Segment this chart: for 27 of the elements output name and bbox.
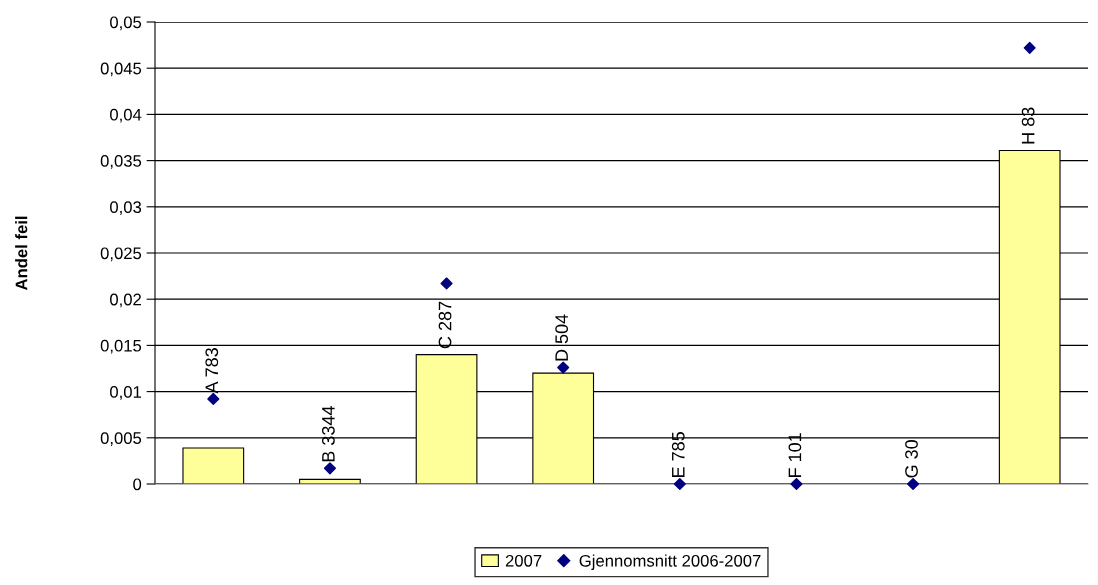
- point: [440, 277, 453, 290]
- legend-label: Gjennomsnitt 2006-2007: [579, 554, 761, 570]
- bar: [182, 447, 245, 484]
- point: [673, 477, 686, 491]
- y-tick-label: 0,01: [110, 386, 141, 400]
- y-tick-label: 0,02: [110, 293, 141, 308]
- x-tick-label: G 30: [905, 440, 918, 478]
- x-tick-label: B 3344: [322, 406, 335, 462]
- x-tick-label: F 101: [788, 433, 802, 477]
- legend-label: 2007: [505, 554, 542, 567]
- y-tick-label: 0,015: [100, 339, 142, 354]
- y-tick-label: 0,045: [100, 62, 142, 77]
- y-tick-label: 0,05: [110, 16, 142, 31]
- point: [1023, 41, 1036, 54]
- y-tick-label: 0,04: [110, 108, 142, 123]
- y-tick-label: 0: [133, 478, 142, 491]
- x-tick-label: D 504: [555, 314, 569, 361]
- y-tick-label: 0,035: [100, 155, 142, 169]
- point: [906, 477, 920, 491]
- y-tick-label: 0,005: [100, 432, 142, 446]
- y-tick-label: 0,025: [100, 247, 142, 262]
- y-tick-label: 0,03: [110, 201, 142, 215]
- y-axis-title: Andel feil: [15, 216, 28, 291]
- x-tick-label: E 785: [671, 432, 685, 477]
- point: [557, 361, 570, 374]
- point: [323, 462, 337, 475]
- point: [790, 477, 803, 491]
